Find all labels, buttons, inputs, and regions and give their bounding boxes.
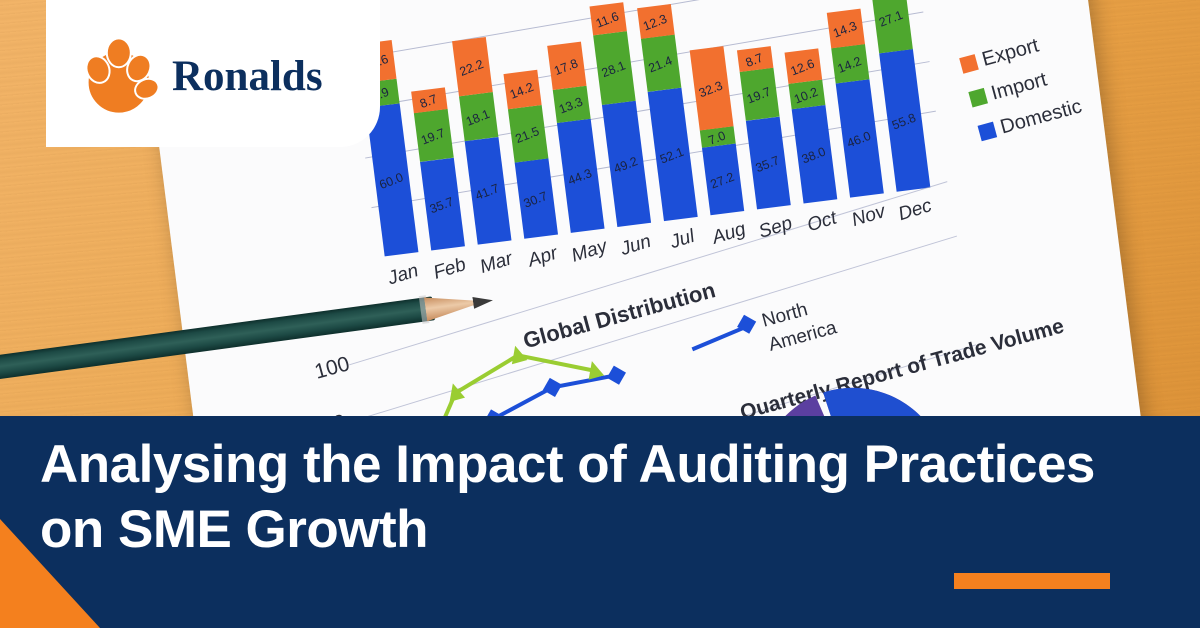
svg-text:May: May [569, 236, 611, 267]
svg-text:Jan: Jan [384, 260, 420, 289]
svg-text:Mar: Mar [478, 248, 516, 278]
svg-text:Jun: Jun [617, 231, 653, 260]
svg-text:Jul: Jul [667, 226, 698, 254]
svg-text:Feb: Feb [431, 254, 468, 284]
svg-text:Oct: Oct [805, 207, 840, 236]
svg-text:Dec: Dec [896, 195, 935, 225]
svg-text:Apr: Apr [525, 243, 561, 272]
svg-text:Domestic: Domestic [998, 95, 1084, 138]
svg-text:Import: Import [989, 68, 1050, 104]
svg-text:Export: Export [980, 34, 1042, 71]
svg-text:Nov: Nov [849, 201, 889, 231]
svg-text:Sep: Sep [756, 213, 795, 243]
svg-text:100: 100 [312, 352, 352, 383]
